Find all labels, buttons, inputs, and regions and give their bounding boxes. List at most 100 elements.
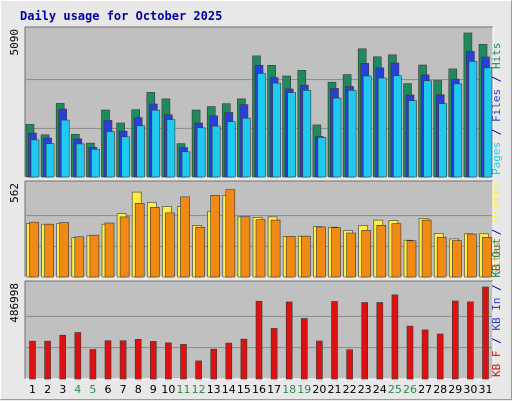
bar-pages: Pages 27: 3400	[423, 80, 432, 178]
bar-sites: Sites 2: 330	[44, 223, 54, 278]
bar-kb-f: KB F 10: 191000	[165, 342, 172, 380]
day-label: 21	[328, 383, 342, 396]
day-label: 29	[448, 383, 462, 396]
bar-pages: Pages 11: 890	[181, 151, 191, 178]
day-label: 26	[403, 383, 417, 396]
bar-kb-f: KB F 13: 158000	[210, 348, 217, 380]
bar-kb-f: KB F 23: 405000	[361, 302, 369, 380]
bar-sites: Sites 22: 275	[346, 232, 356, 278]
bar-kb-f: KB F 3: 232000	[59, 334, 67, 380]
day-label: 8	[135, 383, 142, 396]
bar-pages: Pages 4: 1170	[76, 143, 85, 178]
bar-sites: Sites 7: 375	[119, 216, 130, 278]
bar-pages: Pages 8: 1810	[136, 125, 145, 178]
bar-sites: Sites 4: 251	[74, 236, 85, 278]
day-label: 15	[237, 383, 251, 396]
bar-pages: Pages 21: 2790	[332, 97, 342, 178]
bar-pages: Pages 16: 3660	[257, 73, 266, 178]
day-label: 1	[29, 383, 36, 396]
day-label: 18	[282, 383, 296, 396]
legend-entry: Pages	[490, 142, 503, 175]
legend-entry: Visits	[490, 182, 503, 222]
day-label: 23	[358, 383, 372, 396]
bar-sites: Sites 6: 337	[104, 222, 115, 278]
day-label: 13	[207, 383, 221, 396]
bar-kb-f: KB F 19: 320000	[300, 318, 308, 380]
legend-entry: KB F	[490, 351, 503, 378]
bar-kb-f: KB F 2: 200000	[44, 340, 51, 380]
bar-sites: Sites 25: 333	[391, 223, 402, 278]
day-label: 20	[312, 383, 326, 396]
bar-pages: Pages 5: 980	[91, 149, 100, 178]
bar-kb-f: KB F 30: 408000	[467, 301, 474, 380]
bar-kb-f: KB F 12: 96000	[195, 360, 202, 380]
bar-kb-f: KB F 20: 201000	[316, 340, 323, 380]
bar-sites: Sites 9: 435	[150, 207, 160, 278]
bar-pages: Pages 31: 3860	[483, 67, 493, 178]
legend-entry: Hits	[490, 43, 503, 70]
bar-kb-f: KB F 4: 246000	[74, 332, 82, 380]
bar-sites: Sites 11: 500	[180, 196, 190, 278]
bar-sites: Sites 29: 228	[451, 240, 462, 278]
bar-kb-f: KB F 28: 238000	[436, 333, 444, 380]
day-label: 22	[343, 383, 357, 396]
day-label: 11	[177, 383, 191, 396]
bar-kb-f: KB F 18: 408000	[285, 301, 293, 380]
day-label: 2	[44, 383, 51, 396]
axis-max-label: 486998	[8, 283, 21, 323]
bar-kb-f: KB F 25: 445000	[391, 294, 399, 380]
bar-kb-f: KB F 1: 200000	[29, 340, 36, 380]
bar-pages: Pages 29: 3290	[453, 83, 463, 178]
legend-entry: /	[490, 278, 503, 298]
bar-kb-f: KB F 8: 210000	[134, 338, 142, 380]
legend-entry: Sites	[490, 242, 503, 275]
legend-entry: Files	[490, 89, 503, 122]
day-label: 10	[161, 383, 175, 396]
bar-pages: Pages 6: 1610	[106, 131, 115, 178]
bar-pages: Pages 14: 1960	[227, 121, 236, 178]
day-label: 27	[418, 383, 432, 396]
bar-sites: Sites 10: 400	[165, 212, 175, 278]
day-label: 4	[74, 383, 81, 396]
legend-entry: /	[490, 69, 503, 89]
day-label: 19	[297, 383, 311, 396]
bar-sites: Sites 1: 342	[29, 221, 39, 278]
bar-sites: Sites 30: 268	[467, 233, 477, 278]
series-legend: Pages / Files / Hits	[490, 43, 503, 176]
day-label: 3	[59, 383, 66, 396]
bar-sites: Sites 27: 355	[421, 219, 432, 278]
bar-pages: Pages 13: 1800	[211, 125, 221, 178]
day-label: 6	[105, 383, 112, 396]
bar-kb-f: KB F 22: 155000	[346, 349, 353, 380]
bar-sites: Sites 19: 255	[300, 235, 311, 278]
bar-sites: Sites 20: 312	[316, 226, 326, 278]
bar-pages: Pages 30: 4090	[468, 60, 478, 178]
day-label: 28	[433, 383, 447, 396]
bar-kb-f: KB F 6: 203000	[104, 340, 112, 380]
bar-kb-f: KB F 14: 190000	[225, 342, 233, 380]
bar-kb-f: KB F 29: 413000	[451, 300, 459, 380]
bar-sites: Sites 5: 261	[89, 234, 100, 278]
bar-pages: Pages 19: 3060	[302, 90, 312, 178]
day-label: 9	[150, 383, 157, 396]
bar-pages: Pages 22: 3060	[347, 90, 357, 178]
bar-kb-f: KB F 24: 405000	[376, 302, 384, 380]
day-label: 17	[267, 383, 281, 396]
bar-sites: Sites 28: 248	[436, 237, 447, 278]
series-legend: Sites / Visits	[490, 182, 503, 275]
bar-sites: Sites 31: 248	[482, 237, 492, 278]
bar-kb-f: KB F 27: 260000	[421, 329, 429, 380]
legend-entry: KB In	[490, 298, 503, 331]
bar-sites: Sites 14: 545	[225, 189, 236, 278]
bar-kb-f: KB F 5: 156000	[89, 349, 97, 380]
day-label: 14	[222, 383, 236, 396]
day-label: 12	[192, 383, 206, 396]
bar-kb-f: KB F 26: 280000	[406, 325, 414, 380]
bar-kb-f: KB F 11: 183000	[180, 344, 187, 380]
bar-pages: Pages 26: 2700	[408, 100, 417, 178]
bar-pages: Pages 1: 1310	[30, 139, 40, 178]
bar-kb-f: KB F 31: 486998	[482, 286, 489, 380]
bar-sites: Sites 21: 308	[331, 227, 341, 278]
day-label: 7	[120, 383, 127, 396]
